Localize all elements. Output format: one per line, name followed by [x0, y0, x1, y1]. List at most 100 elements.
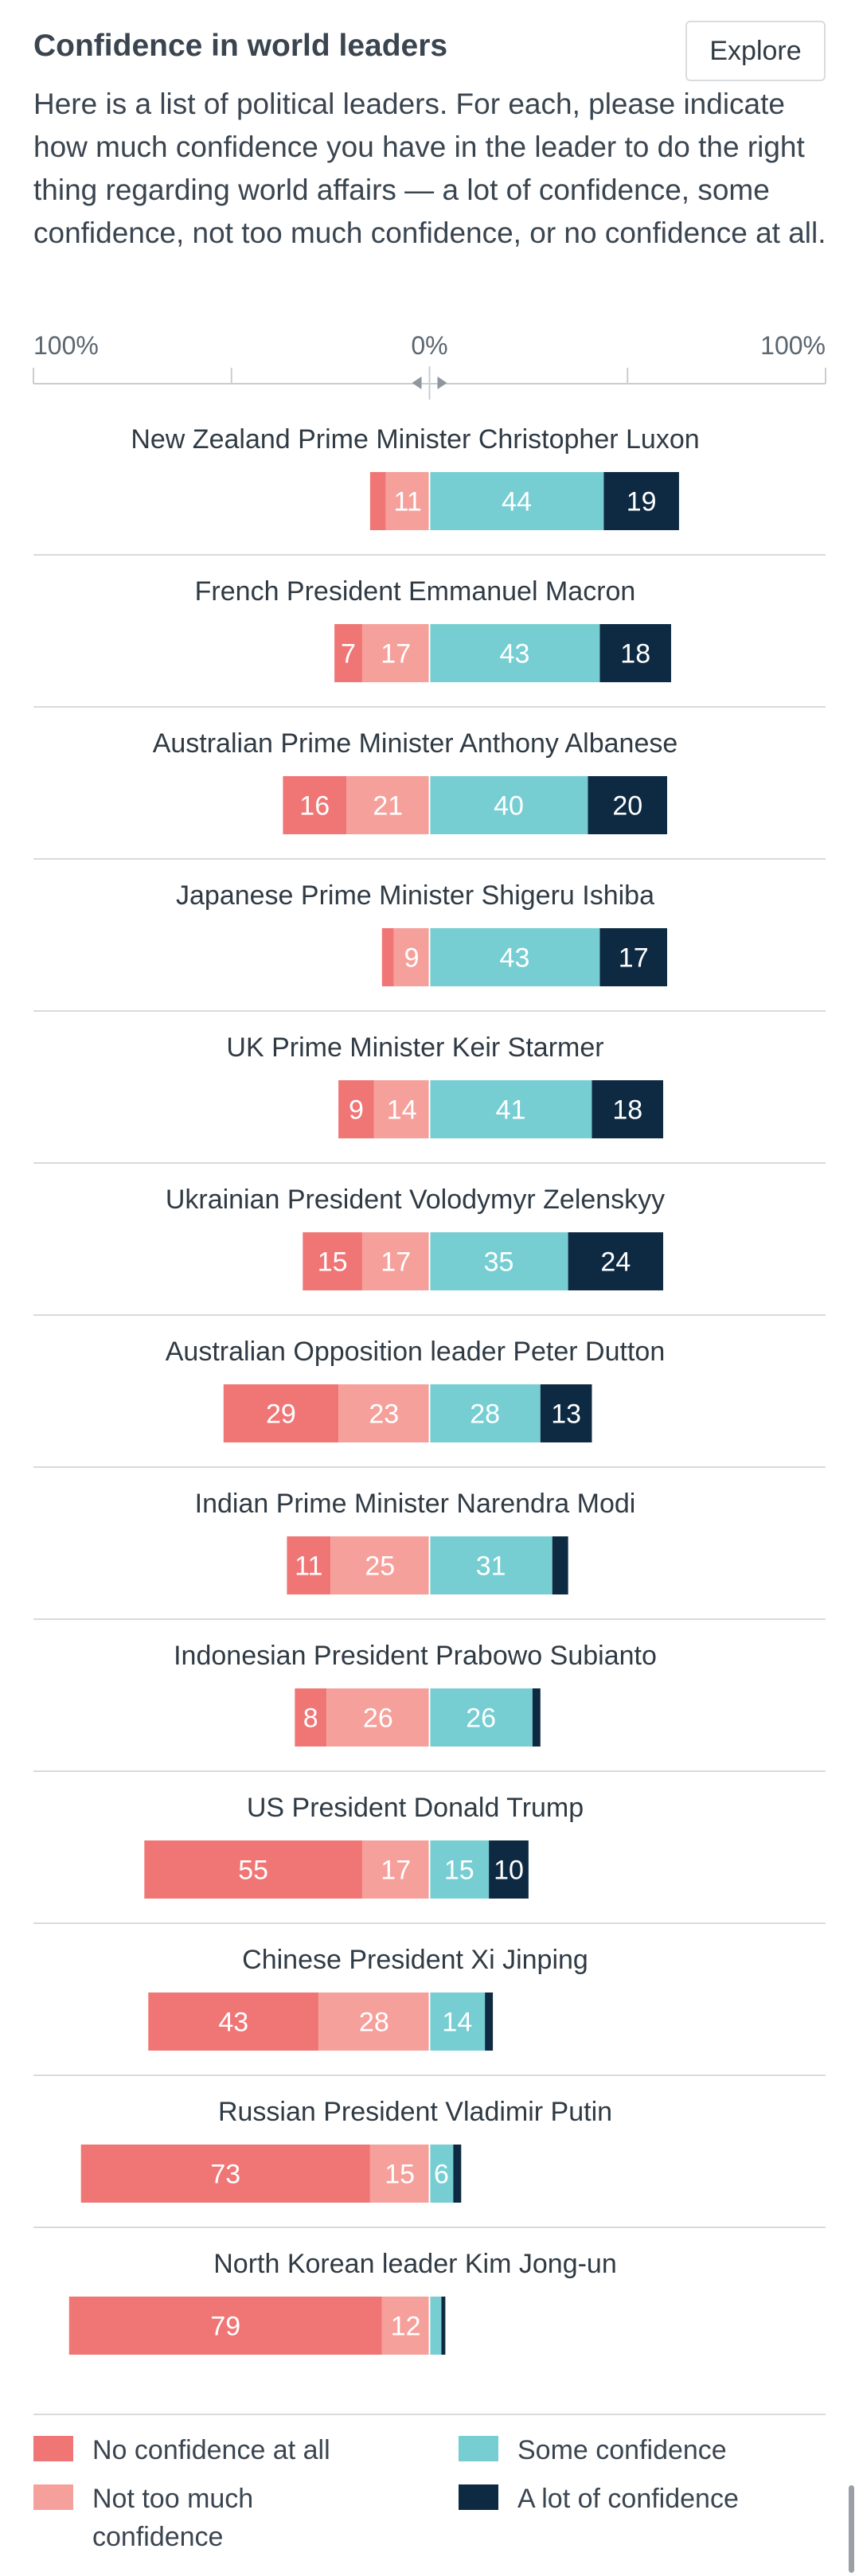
- bar-a-lot: [588, 776, 667, 834]
- bar-not-too-much: [393, 928, 430, 986]
- legend-label-a-lot: A lot of confidence: [517, 2484, 739, 2514]
- bar-no-confidence-label: 29: [266, 1399, 296, 1430]
- bar-not-too-much-label: 25: [365, 1551, 395, 1582]
- bar-some: [429, 776, 588, 834]
- bar-some: [429, 1992, 486, 2051]
- question-text: Here is a list of political leaders. For…: [33, 88, 826, 249]
- bar-a-lot: [489, 1840, 529, 1899]
- bar-no-confidence-label: 7: [341, 639, 356, 669]
- bar-some: [429, 624, 600, 682]
- bar-no-confidence-label: 9: [349, 1095, 364, 1126]
- bar-not-too-much-label: 15: [385, 2160, 415, 2190]
- bar-a-lot: [568, 1232, 664, 1290]
- axis-label-center: 0%: [411, 331, 447, 360]
- leader-name: Chinese President Xi Jinping: [242, 1945, 588, 1975]
- legend-swatch-some: [459, 2436, 498, 2461]
- legend-swatch-a-lot: [459, 2484, 498, 2510]
- bar-not-too-much-label: 26: [363, 1704, 393, 1734]
- leader-name: UK Prime Minister Keir Starmer: [226, 1032, 603, 1063]
- leader-name: US President Donald Trump: [247, 1793, 584, 1823]
- bar-no-confidence: [287, 1536, 331, 1594]
- bar-not-too-much-label: 9: [404, 943, 420, 974]
- bar-some-label: 31: [476, 1551, 506, 1582]
- bar-some-label: 43: [500, 639, 530, 669]
- bar-a-lot-label: 13: [551, 1399, 581, 1430]
- explore-button[interactable]: Explore: [685, 21, 826, 81]
- legend-item-a-lot: A lot of confidence: [459, 2480, 739, 2518]
- bar-some: [429, 2297, 442, 2355]
- bar-not-too-much: [373, 1080, 430, 1138]
- bar-no-confidence: [144, 1840, 362, 1899]
- bar-a-lot-label: 10: [494, 1856, 524, 1886]
- bar-a-lot: [552, 1536, 568, 1594]
- bar-not-too-much: [330, 1536, 430, 1594]
- bar-no-confidence-label: 11: [295, 1551, 322, 1582]
- leader-name: North Korean leader Kim Jong-un: [213, 2249, 617, 2279]
- bar-no-confidence-label: 8: [303, 1704, 318, 1734]
- arrow-left-icon: [412, 377, 422, 389]
- bar-some: [429, 2145, 454, 2203]
- bar-not-too-much: [361, 1840, 430, 1899]
- bar-a-lot: [599, 624, 671, 682]
- bar-some: [429, 928, 600, 986]
- bar-not-too-much: [346, 776, 430, 834]
- bar-not-too-much: [338, 1384, 430, 1442]
- bar-not-too-much: [326, 1688, 430, 1747]
- bar-a-lot: [592, 1080, 664, 1138]
- bar-some: [429, 1384, 541, 1442]
- legend-swatch-no-confidence: [33, 2436, 73, 2461]
- bar-not-too-much-label: 21: [373, 791, 403, 822]
- bar-some-label: 26: [466, 1704, 496, 1734]
- bar-a-lot: [603, 472, 679, 530]
- bar-some: [429, 1688, 533, 1747]
- leader-name: Australian Prime Minister Anthony Albane…: [153, 728, 678, 759]
- bar-a-lot-label: 20: [612, 791, 642, 822]
- legend: No confidence at all Some confidence Not…: [33, 2414, 830, 2573]
- bar-some-label: 35: [484, 1247, 514, 1278]
- bar-a-lot-label: 18: [620, 639, 650, 669]
- chart-title: Confidence in world leaders: [33, 29, 448, 63]
- bar-no-confidence: [68, 2297, 382, 2355]
- bar-no-confidence-label: 79: [210, 2312, 240, 2342]
- bar-no-confidence-label: 15: [318, 1247, 348, 1278]
- bar-a-lot-label: 18: [612, 1095, 642, 1126]
- bar-a-lot: [540, 1384, 592, 1442]
- leader-name: Russian President Vladimir Putin: [218, 2097, 612, 2127]
- bar-not-too-much-label: 11: [393, 487, 421, 517]
- bar-no-confidence-label: 55: [238, 1856, 268, 1886]
- bar-not-too-much: [385, 472, 430, 530]
- bar-some-label: 43: [500, 943, 530, 974]
- bar-not-too-much-label: 17: [381, 1856, 411, 1886]
- bar-no-confidence: [334, 624, 362, 682]
- bar-not-too-much: [381, 2297, 430, 2355]
- bar-a-lot-label: 19: [627, 487, 657, 517]
- bar-some: [429, 472, 604, 530]
- bar-not-too-much-label: 17: [381, 1247, 411, 1278]
- bar-a-lot: [599, 928, 667, 986]
- legend-label-no-confidence: No confidence at all: [92, 2435, 330, 2465]
- bar-some: [429, 1080, 592, 1138]
- axis-label-left: 100%: [33, 331, 99, 360]
- bar-no-confidence: [223, 1384, 339, 1442]
- leader-name: Australian Opposition leader Peter Dutto…: [166, 1337, 665, 1367]
- arrow-right-icon: [437, 377, 447, 389]
- bar-no-confidence: [369, 472, 386, 530]
- bar-not-too-much-label: 28: [359, 2008, 389, 2038]
- bar-some-label: 15: [444, 1856, 474, 1886]
- legend-label-some: Some confidence: [517, 2435, 727, 2465]
- leader-name: Japanese Prime Minister Shigeru Ishiba: [176, 880, 654, 911]
- page-scrollbar[interactable]: [849, 2485, 854, 2573]
- bar-no-confidence-label: 16: [299, 791, 330, 822]
- bar-no-confidence: [381, 928, 394, 986]
- bar-some-label: 40: [494, 791, 524, 822]
- legend-item-some: Some confidence: [459, 2431, 727, 2469]
- bar-not-too-much-label: 14: [387, 1095, 417, 1126]
- bar-no-confidence: [80, 2145, 370, 2203]
- bar-not-too-much: [361, 1232, 430, 1290]
- bar-some-label: 6: [434, 2160, 449, 2190]
- bar-some-label: 28: [470, 1399, 500, 1430]
- bar-a-lot: [532, 1688, 541, 1747]
- bar-not-too-much-label: 17: [381, 639, 411, 669]
- bar-not-too-much-label: 12: [391, 2312, 421, 2342]
- bar-some-label: 44: [502, 487, 532, 517]
